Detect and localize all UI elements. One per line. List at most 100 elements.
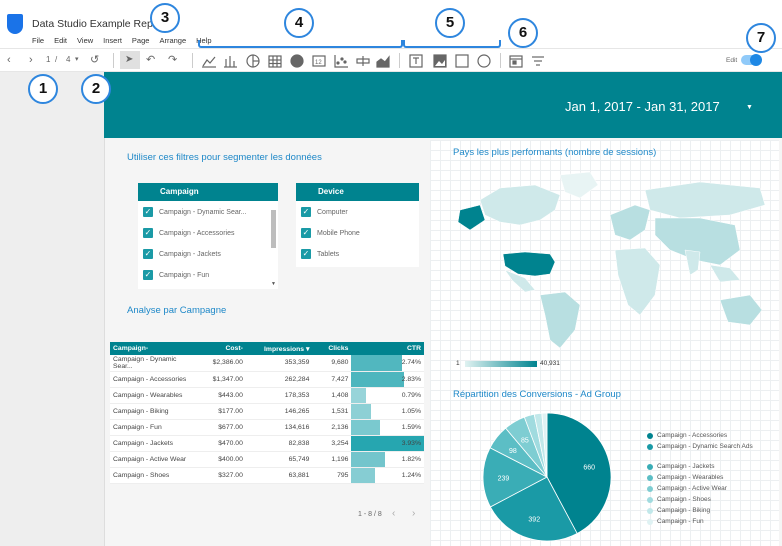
cell-cost: $400.00 <box>198 451 246 468</box>
bar-chart-icon[interactable] <box>224 56 237 68</box>
image-icon[interactable] <box>433 54 447 68</box>
table-row[interactable]: Campaign - Shoes $327.00 63,881 795 1.24% <box>110 467 424 484</box>
select-cursor-icon[interactable]: ➤ <box>125 54 134 65</box>
edit-mode-toggle[interactable] <box>741 54 762 66</box>
bullet-chart-icon[interactable] <box>356 56 370 66</box>
menu-page[interactable]: Page <box>131 36 150 45</box>
map-canada <box>479 184 561 226</box>
pie-legend-item[interactable]: Campaign - Accessories <box>647 432 727 439</box>
table-row[interactable]: Campaign - Biking $177.00 146,265 1,531 1.05… <box>110 403 424 420</box>
area-chart-icon[interactable] <box>376 55 390 68</box>
prev-page-icon[interactable]: ‹ <box>392 508 396 519</box>
map-greenland <box>559 171 599 199</box>
checkbox-checked-icon[interactable]: ✓ <box>143 228 153 238</box>
prev-page-icon[interactable]: ‹ <box>7 54 11 66</box>
ctr-bar <box>351 451 385 467</box>
checkbox-checked-icon[interactable]: ✓ <box>143 270 153 280</box>
circle-icon[interactable] <box>477 54 491 68</box>
map-south-america <box>539 291 581 349</box>
legend-label: Campaign - Jackets <box>657 463 715 470</box>
conversions-pie-chart[interactable]: 660 392 239 98 85 <box>480 410 615 545</box>
checkbox-checked-icon[interactable]: ✓ <box>301 228 311 238</box>
menu-view[interactable]: View <box>77 36 94 45</box>
table-row[interactable]: Campaign - Active Wear $400.00 65,749 1,196… <box>110 451 424 468</box>
device-filter-item[interactable]: ✓ Computer <box>301 207 348 217</box>
history-icon[interactable]: ↺ <box>90 54 100 66</box>
device-filter-header[interactable]: Device <box>296 183 419 201</box>
legend-swatch <box>647 486 653 492</box>
cell-campaign: Campaign - Accessories <box>110 371 199 388</box>
chart-tools: 12 <box>202 54 390 68</box>
cell-campaign: Campaign - Active Wear <box>110 451 199 468</box>
pie-slice[interactable] <box>541 412 548 478</box>
checkbox-checked-icon[interactable]: ✓ <box>301 249 311 259</box>
redo-icon[interactable]: ↷ <box>168 54 178 66</box>
device-filter-item[interactable]: ✓ Mobile Phone <box>301 228 360 238</box>
campaign-filter-item[interactable]: ✓ Campaign - Fun <box>143 270 210 280</box>
column-header-cost[interactable]: Cost- <box>198 342 246 355</box>
pie-legend-item[interactable]: Campaign - Biking <box>647 507 710 514</box>
scroll-down-icon[interactable]: ▼ <box>271 281 276 287</box>
page-dropdown-icon[interactable]: ▾ <box>75 56 79 63</box>
pie-slice[interactable] <box>546 412 612 535</box>
pie-legend-item[interactable]: Campaign - Dynamic Search Ads <box>647 443 753 450</box>
pie-legend-item[interactable]: Campaign - Active Wear <box>647 485 727 492</box>
pie-legend-item[interactable]: Campaign - Shoes <box>647 496 711 503</box>
select-cursor-button[interactable] <box>120 51 140 69</box>
next-page-icon[interactable]: › <box>29 54 33 66</box>
next-page-icon[interactable]: › <box>412 508 416 519</box>
checkbox-checked-icon[interactable]: ✓ <box>301 207 311 217</box>
table-row[interactable]: Campaign - Fun $677.00 134,616 2,136 1.59% <box>110 419 424 436</box>
menu-file[interactable]: File <box>32 36 45 45</box>
ctr-bar <box>351 419 381 435</box>
device-filter-item[interactable]: ✓ Tablets <box>301 249 340 259</box>
pie-slice-label: 660 <box>583 464 595 471</box>
campaign-filter-item[interactable]: ✓ Campaign - Jackets <box>143 249 221 259</box>
world-geo-map[interactable] <box>440 170 775 350</box>
pie-chart-title: Répartition des Conversions - Ad Group <box>453 389 621 400</box>
callout-3: 3 <box>150 3 180 33</box>
checkbox-checked-icon[interactable]: ✓ <box>143 207 153 217</box>
column-header-impressions[interactable]: Impressions ▾ <box>245 342 313 355</box>
table-row[interactable]: Campaign - Wearables $443.00 178,353 1,408 0… <box>110 387 424 404</box>
campaign-filter-item[interactable]: ✓ Campaign - Accessories <box>143 228 235 238</box>
column-header-clicks[interactable]: Clicks <box>312 342 352 355</box>
date-range-dropdown-icon[interactable]: ▼ <box>746 104 753 111</box>
pie-legend-item[interactable]: Campaign - Jackets <box>647 463 714 470</box>
date-range-icon[interactable] <box>509 55 523 68</box>
campaign-filter-item[interactable]: ✓ Campaign - Dynamic Sear... <box>143 207 247 217</box>
rectangle-icon[interactable] <box>455 54 469 68</box>
table-icon[interactable] <box>268 55 282 68</box>
report-title[interactable]: Data Studio Example Report <box>32 18 166 30</box>
time-series-chart-icon[interactable] <box>202 56 216 68</box>
cell-campaign: Campaign - Dynamic Sear... <box>110 355 199 372</box>
pie-slice[interactable] <box>482 447 548 508</box>
cell-campaign: Campaign - Shoes <box>110 467 199 484</box>
pie-slice[interactable] <box>489 476 578 542</box>
table-row[interactable]: Campaign - Accessories $1,347.00 262,284 7,… <box>110 371 424 388</box>
table-row[interactable]: Campaign - Jackets $470.00 82,838 3,254 3.93… <box>110 435 424 452</box>
column-header-campaign[interactable]: Campaign- <box>110 342 199 355</box>
campaign-filter-scrollbar[interactable] <box>271 210 276 248</box>
campaign-filter-header[interactable]: Campaign <box>138 183 278 201</box>
table-row[interactable]: Campaign - Dynamic Sear... $2,386.00 353,3… <box>110 355 424 372</box>
scatter-chart-icon[interactable] <box>334 55 348 68</box>
menu-arrange[interactable]: Arrange <box>159 36 187 45</box>
filter-control-icon[interactable] <box>532 56 544 66</box>
menu-edit[interactable]: Edit <box>54 36 68 45</box>
shape-tools <box>409 54 491 68</box>
column-header-ctr[interactable]: CTR <box>351 342 424 355</box>
geo-map-icon[interactable] <box>290 54 304 68</box>
pie-legend-item[interactable]: Campaign - Fun <box>647 518 704 525</box>
pie-legend-item[interactable]: Campaign - Wearables <box>647 474 723 481</box>
date-range-control[interactable]: Jan 1, 2017 - Jan 31, 2017 <box>565 99 720 114</box>
pie-chart-icon[interactable] <box>246 54 260 68</box>
undo-icon[interactable]: ↶ <box>146 54 156 66</box>
menu-help[interactable]: Help <box>196 36 212 45</box>
cell-impressions: 262,284 <box>245 371 313 388</box>
text-icon[interactable] <box>409 54 423 68</box>
scorecard-icon[interactable]: 12 <box>312 55 326 67</box>
menu-insert[interactable]: Insert <box>103 36 122 45</box>
checkbox-checked-icon[interactable]: ✓ <box>143 249 153 259</box>
campaign-table: Campaign- Cost- Impressions ▾ Clicks CTR… <box>110 342 424 484</box>
